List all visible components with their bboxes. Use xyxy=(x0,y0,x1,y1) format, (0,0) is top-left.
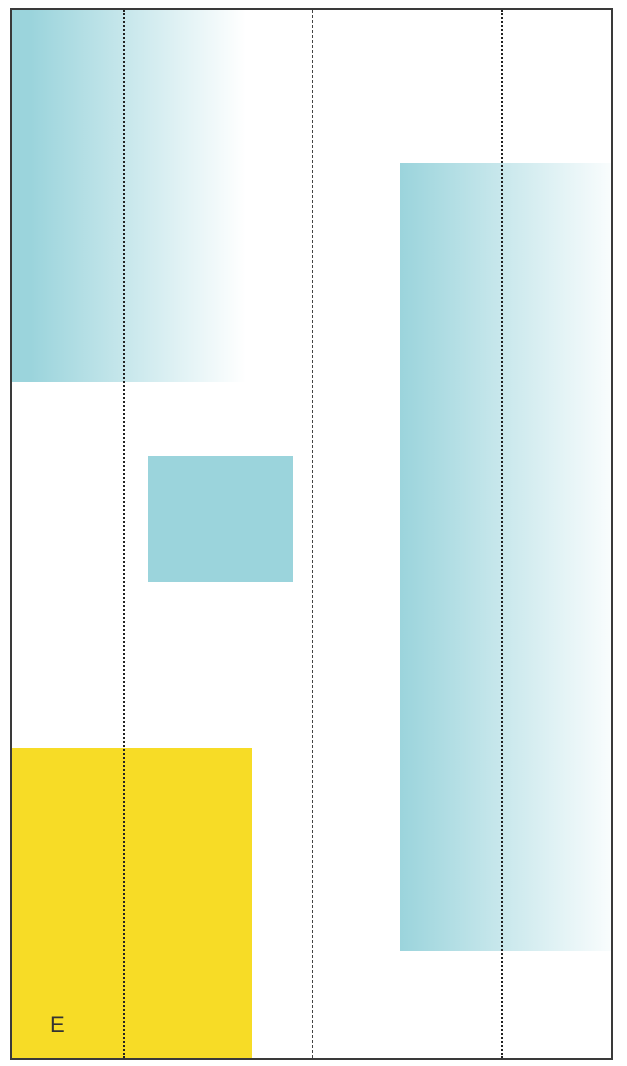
guide-line-dashed-center xyxy=(312,10,313,1058)
bottom-left-yellow-block xyxy=(12,748,252,1058)
right-gradient-block xyxy=(400,163,611,951)
guide-line-dotted-left xyxy=(123,10,125,1058)
top-left-gradient-block xyxy=(12,10,246,382)
guide-line-dotted-right xyxy=(501,10,503,1058)
block-label: E xyxy=(50,1012,65,1037)
center-solid-block xyxy=(148,456,293,582)
diagram-frame: E xyxy=(10,8,613,1060)
